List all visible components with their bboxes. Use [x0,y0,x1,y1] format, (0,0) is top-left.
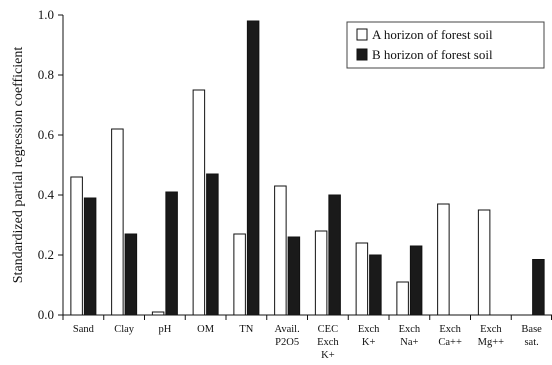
bar-b-horizon [83,197,97,316]
y-tick-label: 0.8 [38,67,54,82]
x-category-label: Na+ [400,337,418,348]
bar-a-horizon [396,281,409,316]
bar-b-horizon [532,259,545,316]
bar-a-horizon [111,128,124,316]
bar-a-horizon [355,242,369,316]
x-category-label: P2O5 [275,337,299,348]
legend: A horizon of forest soil B horizon of fo… [346,21,545,69]
bar-a-horizon [192,89,206,316]
bar-a-horizon [477,209,491,316]
x-category-label: Ca++ [438,337,462,348]
y-axis: 0.0 0.2 0.4 0.6 0.8 1.0 [38,7,63,322]
x-category-label: Exch [358,324,380,335]
legend-box [346,21,545,69]
bar-b-horizon [165,191,178,316]
bar-b-horizon [124,233,138,316]
y-tick-label: 0.2 [38,247,54,262]
legend-swatch-b-horizon [356,48,368,61]
x-category-label: Avail. [275,324,300,335]
x-category-label: OM [197,324,215,335]
bar-b-horizon [206,173,219,316]
x-category-label: Base [521,324,542,335]
x-category-label: pH [158,324,171,335]
bar-a-horizon [233,233,246,316]
bar-a-horizon [274,185,287,316]
x-category-label: K+ [362,337,376,348]
bar-b-horizon [246,20,260,316]
x-category-label: Exch [480,324,502,335]
y-tick-label: 0.4 [38,187,55,202]
x-category-label: Mg++ [478,337,505,348]
x-category-label: Clay [114,324,135,335]
y-axis-title: Standardized partial regression coeffici… [11,47,26,284]
y-tick-label: 0.6 [38,127,55,142]
x-category-label: Exch [317,337,339,348]
x-category-label: sat. [524,337,538,348]
bar-b-horizon [328,194,341,316]
bar-a-horizon [70,176,83,316]
x-category-label: Sand [73,324,95,335]
x-axis: Sand Clay pH OM TN Avail. P2O5 CEC Exch K+ Exch K+ E… [62,315,552,361]
x-category-label: Exch [399,324,421,335]
bar-a-horizon [151,311,165,316]
bar-b-horizon [287,236,301,316]
y-tick-label: 0.0 [38,307,54,322]
legend-label-b-horizon: B horizon of forest soil [372,47,493,62]
x-category-label: Exch [439,324,461,335]
x-category-label: K+ [321,350,335,361]
x-category-label: CEC [318,324,338,335]
y-tick-label: 1.0 [38,7,54,22]
x-category-label: TN [239,324,253,335]
legend-label-a-horizon: A horizon of forest soil [372,27,493,42]
bar-b-horizon [409,245,423,316]
bar-a-horizon [437,203,450,316]
bar-a-horizon [314,230,328,316]
bar-b-horizon [369,254,382,316]
bars [70,20,545,316]
legend-swatch-a-horizon [356,28,368,41]
